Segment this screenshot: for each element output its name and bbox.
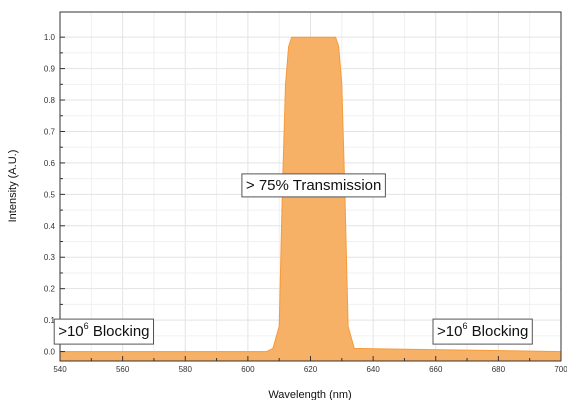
- annotation-box: [241, 173, 386, 198]
- x-tick-label: 660: [429, 365, 443, 374]
- annotation-base: >10: [437, 323, 462, 340]
- annotation: >106 Blocking: [53, 318, 155, 345]
- y-tick-label: 0.0: [44, 348, 56, 357]
- y-tick-label: 0.7: [44, 127, 56, 136]
- y-tick-label: 0.4: [44, 222, 56, 231]
- y-tick-label: 0.2: [44, 285, 56, 294]
- annotation: > 75% Transmission: [241, 173, 386, 198]
- y-tick-label: 0.3: [44, 253, 56, 262]
- x-axis-title: Wavelength (nm): [268, 389, 351, 400]
- transmission-line: [60, 36, 562, 353]
- annotation-text: > 75% Transmission: [246, 177, 381, 194]
- annotation-base: > 75% Transmission: [246, 177, 381, 194]
- annotations: > 75% Transmission>106 Blocking >106 Bloc…: [53, 173, 533, 345]
- axis-ticks: 540 560 580 600 620 640 660 680 700 0.0 0.1 0.2 0.3 0…: [44, 33, 567, 374]
- annotation-suffix: Blocking: [467, 323, 528, 340]
- annotation-exponent: 6: [84, 321, 89, 331]
- x-tick-label: 580: [179, 365, 193, 374]
- y-tick-label: 0.9: [44, 65, 56, 74]
- annotation-suffix: Blocking: [89, 323, 150, 340]
- annotation-exponent: 6: [462, 321, 467, 331]
- y-tick-label: 1.0: [44, 33, 56, 42]
- y-axis-title: Intensity (A.U.): [7, 150, 19, 223]
- y-tick-label: 0.8: [44, 96, 56, 105]
- annotation: >106 Blocking: [432, 318, 533, 345]
- x-tick-label: 620: [304, 365, 318, 374]
- y-tick-label: 0.1: [44, 316, 56, 325]
- x-tick-label: 700: [554, 365, 567, 374]
- x-tick-label: 640: [366, 365, 380, 374]
- x-tick-label: 560: [116, 365, 130, 374]
- annotation-base: >10: [58, 323, 83, 340]
- series-layer: [60, 36, 562, 361]
- annotation-box: [53, 318, 155, 345]
- x-tick-label: 680: [492, 365, 506, 374]
- x-tick-label: 600: [241, 365, 255, 374]
- annotation-text: >106 Blocking: [58, 321, 149, 340]
- y-tick-label: 0.5: [44, 190, 56, 199]
- transmission-area: [60, 37, 561, 361]
- annotation-box: [432, 318, 533, 345]
- x-tick-label: 540: [53, 365, 67, 374]
- y-tick-label: 0.6: [44, 159, 56, 168]
- annotation-text: >106 Blocking: [437, 321, 528, 340]
